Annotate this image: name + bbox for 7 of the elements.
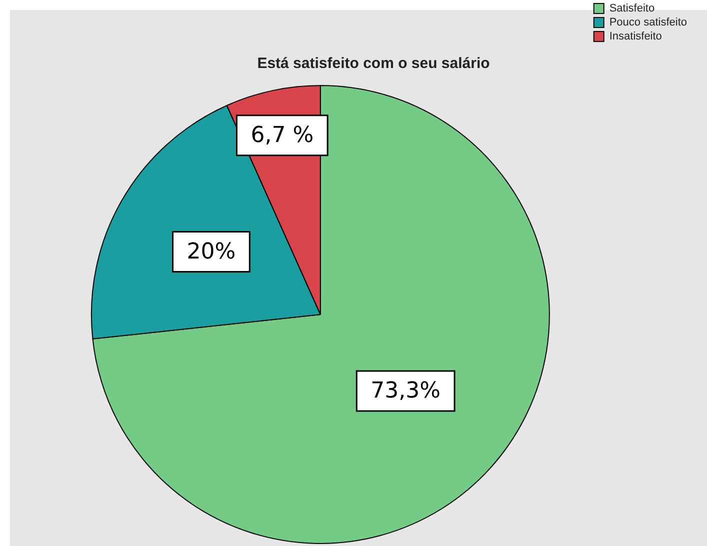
legend-label: Satisfeito bbox=[609, 2, 655, 15]
data-label: 73,3% bbox=[370, 378, 441, 404]
legend-label: Insatisfeito bbox=[609, 30, 662, 43]
text: Está satisfeito com o seu salário bbox=[257, 55, 490, 72]
data-label: 6,7 % bbox=[250, 123, 314, 148]
legend-label: Pouco satisfeito bbox=[609, 16, 687, 29]
data-label: 20% bbox=[186, 239, 236, 264]
